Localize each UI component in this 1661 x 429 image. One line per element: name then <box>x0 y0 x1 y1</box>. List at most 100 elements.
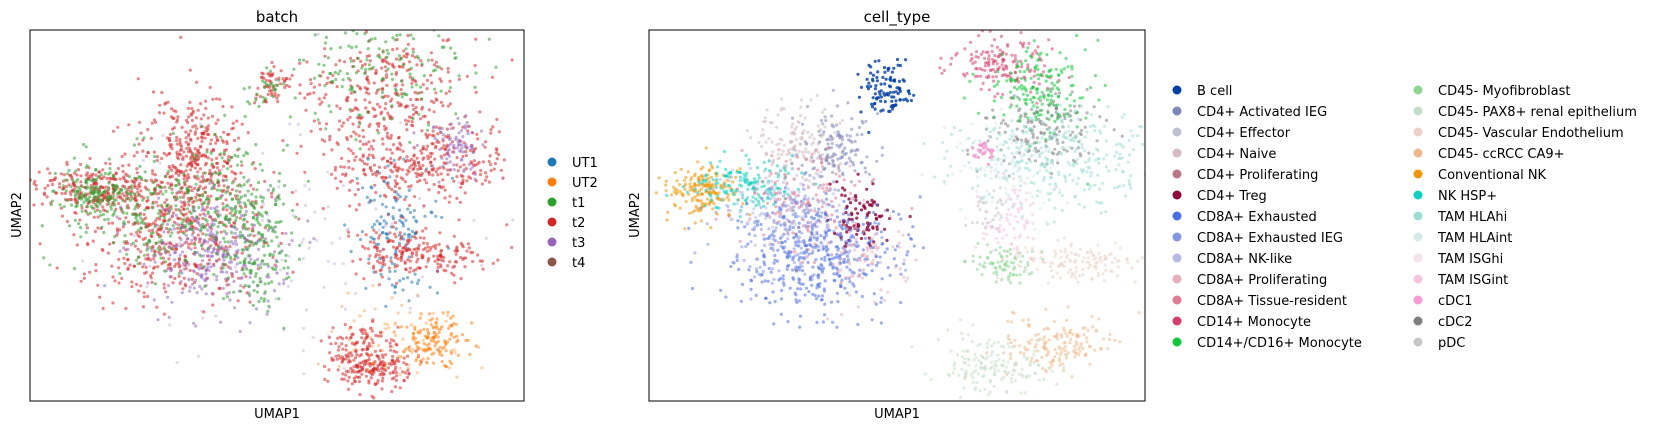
data-point <box>457 74 461 78</box>
data-point <box>232 138 237 143</box>
data-point <box>384 102 388 106</box>
data-point <box>871 96 875 100</box>
data-point <box>393 269 397 273</box>
data-point <box>143 185 147 189</box>
data-point <box>85 226 90 230</box>
data-point <box>861 204 866 208</box>
data-point <box>388 344 393 348</box>
data-point <box>234 239 238 243</box>
data-point <box>280 258 284 262</box>
data-point <box>418 196 422 201</box>
data-point <box>411 76 415 80</box>
data-point <box>330 330 334 334</box>
data-point <box>238 197 242 201</box>
data-point <box>249 257 253 261</box>
data-point <box>438 130 443 134</box>
data-point <box>172 258 176 262</box>
data-point <box>397 186 402 190</box>
data-point <box>105 209 109 214</box>
data-point <box>168 234 172 238</box>
data-point <box>355 32 359 36</box>
data-point <box>397 58 402 62</box>
data-point <box>403 118 408 122</box>
data-point <box>897 212 901 216</box>
data-point <box>383 366 387 370</box>
data-point <box>146 294 150 299</box>
data-point <box>837 168 841 173</box>
data-point <box>354 138 358 142</box>
data-point <box>116 201 121 206</box>
data-point <box>340 124 344 128</box>
data-point <box>428 285 432 289</box>
data-point <box>98 295 102 299</box>
data-point <box>201 175 205 179</box>
data-point <box>419 117 423 121</box>
data-point <box>317 62 321 66</box>
data-point <box>335 357 339 361</box>
data-point <box>461 135 465 139</box>
data-point <box>869 84 873 88</box>
data-point <box>358 147 362 151</box>
data-point <box>453 281 457 285</box>
data-point <box>849 191 853 195</box>
data-point <box>258 280 262 284</box>
data-point <box>350 86 354 90</box>
data-point <box>403 232 407 236</box>
data-point <box>427 188 431 192</box>
data-point <box>330 241 334 245</box>
data-point <box>156 318 160 322</box>
data-point <box>675 190 679 194</box>
data-point <box>221 223 225 227</box>
data-point <box>466 129 470 133</box>
data-point <box>908 214 912 219</box>
data-point <box>796 167 801 171</box>
data-point <box>91 172 95 176</box>
data-point <box>715 171 719 175</box>
data-point <box>350 332 354 336</box>
data-point <box>421 256 425 260</box>
data-point <box>179 35 183 40</box>
data-point <box>305 308 309 312</box>
data-point <box>90 191 94 195</box>
data-point <box>138 164 142 168</box>
data-point <box>740 184 744 188</box>
data-point <box>242 201 246 205</box>
data-point <box>363 31 367 36</box>
data-point <box>179 280 183 284</box>
data-point <box>157 191 161 196</box>
data-point <box>538 157 541 160</box>
data-point <box>430 164 435 168</box>
data-point <box>384 221 388 225</box>
data-point <box>736 187 740 191</box>
data-point <box>489 168 493 173</box>
data-point <box>249 183 253 187</box>
data-point <box>315 238 319 242</box>
data-point <box>244 227 248 231</box>
data-point <box>326 170 330 174</box>
data-point <box>402 350 406 354</box>
data-point <box>175 135 179 139</box>
data-point <box>422 241 426 245</box>
data-point <box>232 290 236 294</box>
data-point <box>831 88 835 92</box>
data-point <box>184 140 188 144</box>
data-point <box>438 166 442 170</box>
data-point <box>349 149 353 153</box>
data-point <box>317 121 321 125</box>
data-point <box>196 220 200 224</box>
data-point <box>757 202 761 206</box>
data-point <box>174 222 178 226</box>
data-point <box>282 328 286 332</box>
data-point <box>141 158 145 163</box>
data-point <box>324 35 329 40</box>
data-point <box>135 198 139 202</box>
data-point <box>218 240 222 244</box>
data-point <box>866 87 871 91</box>
data-point <box>418 362 422 367</box>
data-point <box>171 281 175 285</box>
data-point <box>234 254 238 258</box>
data-point <box>275 83 280 87</box>
data-point <box>334 341 338 345</box>
data-point <box>143 236 147 240</box>
